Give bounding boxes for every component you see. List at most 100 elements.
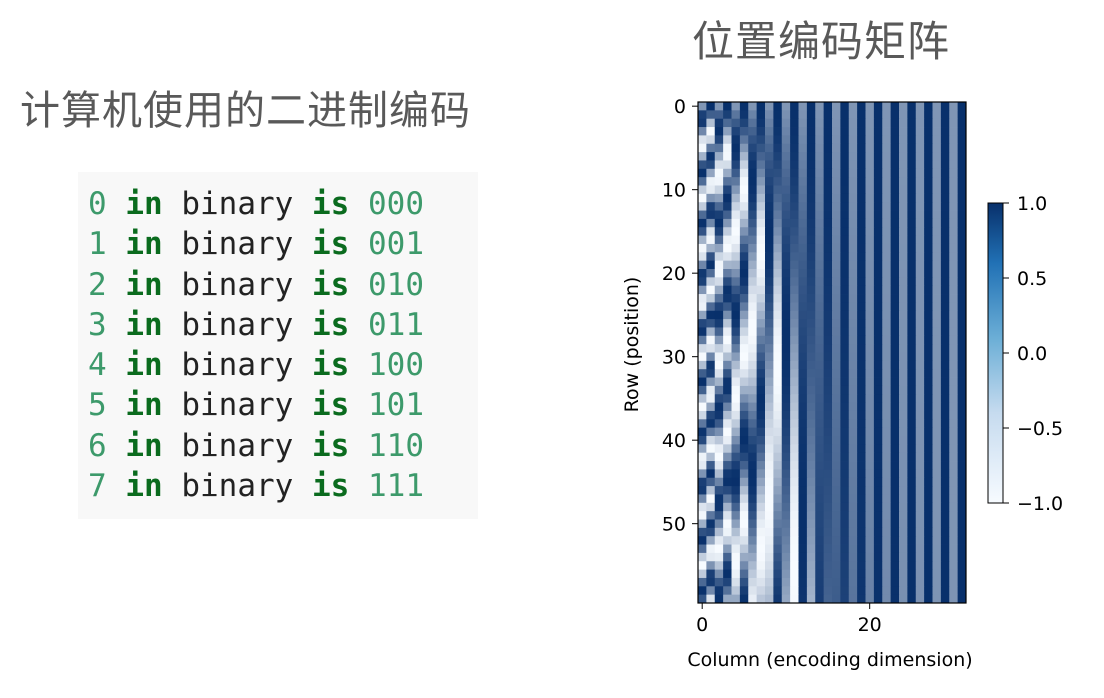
heatmap-cell — [949, 486, 959, 495]
heatmap-cell — [714, 394, 724, 403]
heatmap-cell — [781, 436, 791, 445]
heatmap-cell — [748, 327, 758, 337]
heatmap-cell — [756, 419, 766, 429]
heatmap-cell — [848, 486, 858, 495]
heatmap-cell — [915, 127, 925, 136]
heatmap-cell — [806, 294, 816, 303]
heatmap-cell — [882, 277, 892, 287]
heatmap-cell — [915, 102, 925, 111]
heatmap-cell — [907, 210, 917, 220]
heatmap-cell — [748, 360, 758, 370]
heatmap-cell — [706, 185, 716, 195]
heatmap-cell — [714, 185, 724, 195]
heatmap-cell — [714, 310, 724, 320]
heatmap-cell — [765, 377, 774, 387]
heatmap-cell — [915, 227, 925, 236]
heatmap-cell — [790, 177, 799, 186]
heatmap-cell — [840, 544, 850, 554]
heatmap-cell — [848, 335, 858, 345]
heatmap-cell — [781, 452, 791, 462]
heatmap-cell — [882, 252, 892, 262]
heatmap-cell — [714, 202, 724, 211]
heatmap-cell — [940, 152, 950, 161]
heatmap-cell — [748, 410, 758, 420]
heatmap-cell — [748, 461, 758, 470]
heatmap-cell — [832, 285, 841, 295]
heatmap-cell — [949, 102, 959, 111]
heatmap-cell — [815, 102, 825, 111]
heatmap-cell — [698, 511, 707, 520]
heatmap-cell — [815, 394, 825, 403]
heatmap-cell — [940, 252, 950, 262]
heatmap-cell — [899, 118, 908, 128]
heatmap-cell — [756, 519, 766, 529]
heatmap-cell — [848, 494, 858, 504]
heatmap-cell — [949, 394, 959, 403]
heatmap-cell — [773, 377, 783, 387]
heatmap-cell — [890, 110, 900, 120]
heatmap-cell — [806, 344, 816, 353]
heatmap-cell — [924, 277, 933, 287]
heatmap-cell — [823, 294, 833, 303]
heatmap-cell — [899, 269, 908, 278]
heatmap-cell — [815, 544, 825, 554]
heatmap-cell — [781, 577, 791, 587]
heatmap-cell — [932, 494, 942, 504]
heatmap-cell — [714, 168, 724, 178]
heatmap-cell — [940, 319, 950, 328]
heatmap-cell — [815, 319, 825, 328]
heatmap-cell — [706, 527, 716, 537]
heatmap-cell — [823, 377, 833, 387]
heatmap-cell — [781, 402, 791, 412]
heatmap-cell — [698, 227, 707, 236]
heatmap-cell — [698, 586, 707, 596]
heatmap-cell — [848, 511, 858, 520]
heatmap-cell — [832, 569, 841, 579]
heatmap-cell — [899, 394, 908, 403]
heatmap-cell — [798, 402, 808, 412]
heatmap-cell — [848, 127, 858, 136]
heatmap-cell — [706, 452, 716, 462]
heatmap-cell — [756, 369, 766, 378]
heatmap-cell — [832, 486, 841, 495]
heatmap-cell — [924, 369, 933, 378]
heatmap-cell — [932, 118, 942, 128]
heatmap-cell — [840, 335, 850, 345]
heatmap-cell — [739, 285, 749, 295]
heatmap-cell — [739, 294, 749, 303]
heatmap-cell — [781, 210, 791, 220]
heatmap-cell — [790, 285, 799, 295]
heatmap-cell — [957, 160, 967, 170]
heatmap-cell — [823, 269, 833, 278]
heatmap-cell — [924, 527, 933, 537]
heatmap-cell — [957, 436, 967, 445]
heatmap-cell — [940, 310, 950, 320]
heatmap-cell — [907, 127, 917, 136]
heatmap-cell — [823, 469, 833, 479]
heatmap-cell — [924, 410, 933, 420]
heatmap-cell — [907, 143, 917, 153]
heatmap-cell — [949, 319, 959, 328]
heatmap-cell — [790, 310, 799, 320]
heatmap-cell — [873, 110, 883, 120]
heatmap-cell — [739, 160, 749, 170]
heatmap-cell — [731, 269, 741, 278]
heatmap-cell — [865, 494, 875, 504]
heatmap-cell — [832, 377, 841, 387]
heatmap-cell — [756, 310, 766, 320]
heatmap-cell — [857, 210, 866, 220]
heatmap-cell — [840, 218, 850, 228]
binary-bits: 011 — [368, 306, 424, 343]
heatmap-cell — [882, 243, 892, 253]
heatmap-cell — [815, 277, 825, 287]
heatmap-cell — [865, 218, 875, 228]
heatmap-cell — [731, 385, 741, 395]
heatmap-cell — [873, 461, 883, 470]
heatmap-cell — [932, 127, 942, 136]
heatmap-cell — [882, 586, 892, 596]
heatmap-cell — [949, 252, 959, 262]
heatmap-cell — [890, 569, 900, 579]
heatmap-cell — [790, 452, 799, 462]
heatmap-cell — [823, 519, 833, 529]
heatmap-cell — [890, 419, 900, 429]
